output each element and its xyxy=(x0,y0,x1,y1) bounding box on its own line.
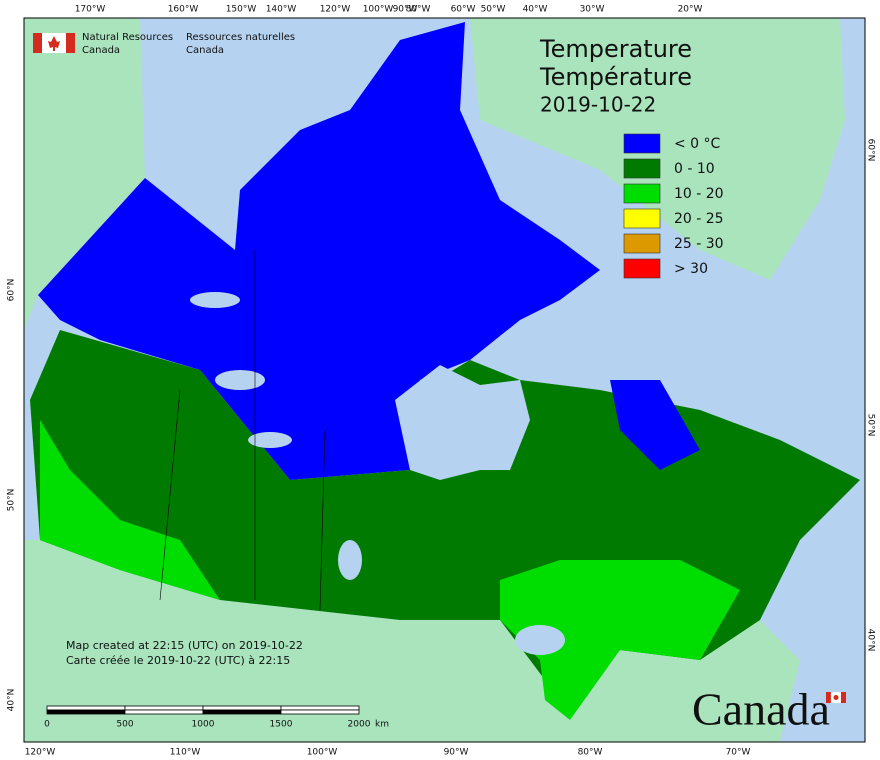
legend-label: < 0 °C xyxy=(674,136,721,152)
logo-en: Canada xyxy=(82,45,120,56)
legend-label: 0 - 10 xyxy=(674,161,715,177)
hudson-bay xyxy=(395,365,530,480)
flag-band xyxy=(841,692,846,703)
province-border xyxy=(159,389,181,601)
scale-segment xyxy=(124,705,204,711)
longitude-label: 80°W xyxy=(406,5,431,15)
legend-label: 10 - 20 xyxy=(674,186,724,202)
legend-swatch xyxy=(623,208,661,229)
scale-segment xyxy=(46,705,126,711)
logo: Natural Resources Canada Ressources natu… xyxy=(33,32,295,56)
province-border xyxy=(319,429,326,611)
longitude-label: 100°W xyxy=(307,748,338,758)
logo-en: Natural Resources xyxy=(82,32,173,43)
scale-label: 1500 xyxy=(270,720,293,730)
lake xyxy=(338,540,362,580)
latitude-label: 40°N xyxy=(7,689,17,712)
latitude-label: 40°N xyxy=(866,629,876,652)
latitude-label: 50°N xyxy=(7,489,17,512)
logo-fr: Canada xyxy=(186,45,224,56)
longitude-label: 30°W xyxy=(580,5,605,15)
map xyxy=(23,17,866,743)
scale-bar: 0 500 1000 1500 2000 km xyxy=(44,705,389,730)
title: Temperature xyxy=(539,35,692,63)
longitude-label: 110°W xyxy=(170,748,201,758)
legend-label: > 30 xyxy=(674,261,708,277)
longitude-label: 50°W xyxy=(481,5,506,15)
region-10-20-west xyxy=(40,420,220,600)
latitude-label: 50°N xyxy=(866,414,876,437)
scale-label: 2000 xyxy=(348,720,371,730)
longitude-label: 100°W xyxy=(363,5,394,15)
legend: < 0 °C 0 - 10 10 - 20 20 - 25 25 - 30 > 30 xyxy=(623,133,724,279)
longitude-label: 140°W xyxy=(266,5,297,15)
scale-unit: km xyxy=(375,720,389,730)
usa xyxy=(24,540,800,742)
latitude-label: 60°N xyxy=(7,279,17,302)
date: 2019-10-22 xyxy=(540,93,656,117)
wordmark-flag xyxy=(826,691,846,704)
footer: Map created at 22:15 (UTC) on 2019-10-22 xyxy=(66,639,303,652)
scale-segment xyxy=(202,705,282,711)
longitude-label: 120°W xyxy=(25,748,56,758)
scale-label: 1000 xyxy=(192,720,215,730)
longitude-label: 80°W xyxy=(578,748,603,758)
legend-label: 20 - 25 xyxy=(674,211,724,227)
region-below-zero-labrador xyxy=(610,380,700,470)
alaska xyxy=(24,18,145,330)
scale-label: 500 xyxy=(116,720,133,730)
longitude-label: 150°W xyxy=(226,5,257,15)
longitude-label: 90°W xyxy=(444,748,469,758)
longitude-label: 60°W xyxy=(451,5,476,15)
scale-segment xyxy=(280,705,360,711)
flag-band xyxy=(66,33,75,53)
lake xyxy=(515,625,565,655)
flag-band xyxy=(33,33,42,53)
scale-label: 0 xyxy=(44,720,50,730)
legend-swatch xyxy=(623,233,661,254)
legend-swatch xyxy=(623,158,661,179)
wordmark: Canada xyxy=(692,684,830,735)
legend-swatch xyxy=(623,133,661,154)
scale-segment xyxy=(280,709,360,715)
longitude-label: 170°W xyxy=(75,5,106,15)
legend-swatch xyxy=(623,258,661,279)
lake xyxy=(215,370,265,390)
title: Température xyxy=(539,63,692,91)
legend-swatch xyxy=(623,183,661,204)
longitude-label: 40°W xyxy=(523,5,548,15)
scale-segment xyxy=(202,709,282,715)
graticule-labels: 170°W 160°W 150°W 140°W 120°W 100°W 90°W80°W 60… xyxy=(7,5,876,758)
latitude-label: 60°N xyxy=(866,139,876,162)
longitude-label: 70°W xyxy=(726,748,751,758)
maple-leaf xyxy=(48,36,60,51)
scale-segment xyxy=(46,709,126,715)
legend-label: 25 - 30 xyxy=(674,236,724,252)
lake xyxy=(248,432,292,448)
region-10-20 xyxy=(500,560,740,720)
flag-band xyxy=(826,692,831,703)
scale-segment xyxy=(124,709,204,715)
footer: Carte créée le 2019-10-22 (UTC) à 22:15 xyxy=(66,654,290,667)
longitude-label: 20°W xyxy=(678,5,703,15)
map-frame xyxy=(23,17,866,743)
region-below-zero xyxy=(38,22,600,480)
longitude-label: 90°W xyxy=(393,5,418,15)
logo-fr: Ressources naturelles xyxy=(186,32,295,43)
lake xyxy=(190,292,240,308)
longitude-label: 160°W xyxy=(168,5,199,15)
maple-leaf xyxy=(833,695,839,700)
longitude-label: 120°W xyxy=(320,5,351,15)
